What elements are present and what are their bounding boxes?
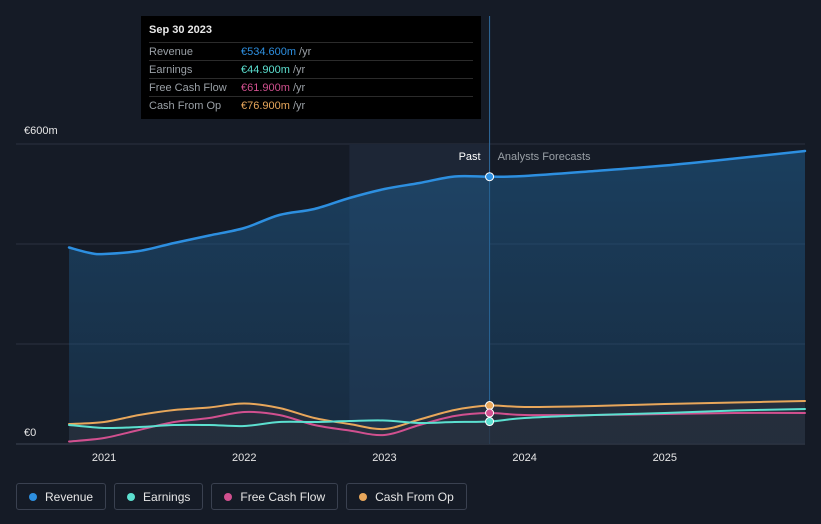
x-tick-label: 2025 [653, 452, 677, 464]
line-layer [67, 149, 807, 443]
tooltip-row-free-cash-flow: Free Cash Flow €61.900m /yr [149, 78, 473, 96]
legend-dot-icon [359, 492, 368, 501]
x-tick-label: 2021 [92, 452, 116, 464]
legend-label: Revenue [45, 489, 94, 504]
legend-label: Free Cash Flow [240, 489, 326, 504]
y-tick-label: €600m [24, 125, 58, 137]
legend-item-earnings[interactable]: Earnings [114, 483, 204, 510]
legend-dot-icon [224, 492, 233, 501]
tooltip: Sep 30 2023 Revenue €534.600m /yr Earnin… [141, 16, 481, 119]
tooltip-label: Cash From Op [149, 99, 222, 112]
legend-dot-icon [29, 492, 37, 501]
tooltip-row-revenue: Revenue €534.600m /yr [149, 42, 473, 60]
tooltip-value: €61.900m [241, 81, 290, 94]
legend: Revenue Earnings Free Cash Flow Cash Fro… [16, 483, 467, 510]
area-layer [69, 151, 806, 444]
series-line-earnings [68, 408, 806, 430]
x-tick-label: 2023 [372, 452, 396, 464]
tooltip-date: Sep 30 2023 [149, 24, 212, 36]
legend-label: Cash From Op [375, 489, 454, 504]
series-line-cash-from-op [68, 400, 806, 431]
legend-dot-icon [127, 492, 136, 501]
x-tick-label: 2024 [512, 452, 536, 464]
tooltip-row-earnings: Earnings €44.900m /yr [149, 60, 473, 78]
forecast-label: Analysts Forecasts [498, 151, 591, 163]
tooltip-label: Free Cash Flow [149, 81, 227, 94]
marker-revenue [485, 172, 495, 182]
label-layer: €0 €600m 2021 2022 2023 2024 2025 Past Analysts … [24, 125, 677, 464]
tooltip-label: Revenue [149, 45, 194, 58]
marker-cash-from-op [485, 401, 495, 411]
tooltip-value: €44.900m [241, 63, 290, 76]
revenue-area [69, 151, 806, 444]
tooltip-label: Earnings [149, 63, 193, 76]
legend-item-revenue[interactable]: Revenue [16, 483, 107, 510]
tooltip-unit: /yr [292, 99, 306, 112]
marker-layer [485, 172, 495, 427]
marker-free-cash-flow [485, 408, 495, 418]
tooltip-value: €534.600m [241, 45, 297, 58]
past-label: Past [459, 151, 481, 163]
legend-item-cash-from-op[interactable]: Cash From Op [346, 483, 467, 510]
legend-item-free-cash-flow[interactable]: Free Cash Flow [211, 483, 339, 510]
x-tick-label: 2022 [232, 452, 256, 464]
tooltip-row-cash-from-op: Cash From Op €76.900m /yr [149, 96, 473, 114]
series-line-revenue [67, 149, 807, 256]
legend-label: Earnings [143, 489, 191, 504]
y-tick-label: €0 [24, 427, 36, 439]
tooltip-value: €76.900m [241, 99, 290, 112]
tooltip-unit: /yr [292, 63, 306, 76]
tooltip-unit: /yr [292, 81, 306, 94]
marker-earnings [485, 417, 495, 427]
tooltip-unit: /yr [299, 45, 312, 58]
